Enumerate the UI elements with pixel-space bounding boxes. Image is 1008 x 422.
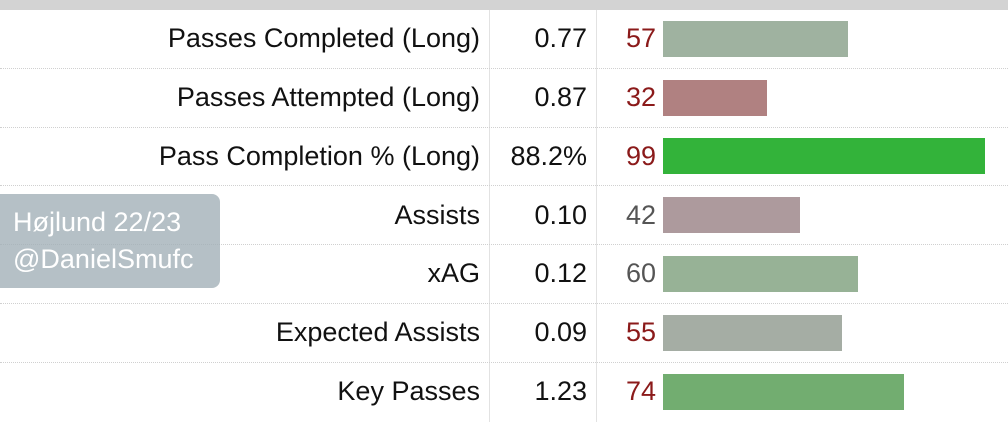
percentile-bar-track — [663, 304, 985, 362]
table-row: Pass Completion % (Long) 88.2% 99 — [0, 128, 1008, 187]
percentile-bar-track — [663, 245, 985, 303]
stat-name: Pass Completion % (Long) — [158, 140, 480, 171]
stat-name: Expected Assists — [275, 317, 480, 348]
stat-name: Passes Attempted (Long) — [176, 82, 480, 113]
percentile-bar — [663, 373, 904, 410]
stat-name: xAG — [427, 258, 480, 289]
watermark-handle: @DanielSmufc — [13, 244, 194, 274]
table-top-border — [0, 0, 1008, 10]
percentile-bar-track — [663, 10, 985, 68]
table-row: Passes Attempted (Long) 0.87 32 — [0, 69, 1008, 128]
percentile-value: 57 — [625, 23, 656, 54]
stats-table: Passes Completed (Long) 0.77 57 Passes A… — [0, 10, 1008, 421]
percentile-value: 74 — [625, 376, 656, 407]
table-row: xAG 0.12 60 — [0, 245, 1008, 304]
column-divider — [596, 10, 597, 422]
table-row: Key Passes 1.23 74 — [0, 363, 1008, 422]
watermark-overlay: Højlund 22/23 @DanielSmufc — [0, 194, 220, 288]
percentile-bar — [663, 20, 849, 57]
percentile-bar — [663, 314, 842, 351]
table-row: Passes Completed (Long) 0.77 57 — [0, 10, 1008, 69]
percentile-bar — [663, 197, 800, 234]
percentile-bar — [663, 255, 859, 292]
stat-name: Assists — [394, 199, 480, 230]
column-divider — [489, 10, 490, 422]
percentile-value: 60 — [625, 258, 656, 289]
watermark-title: Højlund 22/23 — [13, 207, 182, 237]
stat-name: Key Passes — [337, 376, 480, 407]
percentile-bar-track — [663, 363, 985, 422]
percentile-bar-track — [663, 128, 985, 186]
percentile-bar — [663, 138, 985, 175]
stat-value: 0.10 — [534, 199, 587, 230]
stat-name: Passes Completed (Long) — [167, 23, 480, 54]
stat-value: 88.2% — [510, 140, 587, 171]
stat-value: 0.87 — [534, 82, 587, 113]
table-row: Assists 0.10 42 — [0, 186, 1008, 245]
percentile-value: 32 — [625, 82, 656, 113]
stat-value: 0.77 — [534, 23, 587, 54]
percentile-value: 42 — [625, 199, 656, 230]
stat-value: 0.12 — [534, 258, 587, 289]
stat-value: 0.09 — [534, 317, 587, 348]
percentile-bar — [663, 79, 768, 116]
percentile-value: 99 — [625, 140, 656, 171]
percentile-bar-track — [663, 69, 985, 127]
percentile-value: 55 — [625, 317, 656, 348]
stat-value: 1.23 — [534, 376, 587, 407]
table-row: Expected Assists 0.09 55 — [0, 304, 1008, 363]
percentile-bar-track — [663, 186, 985, 244]
